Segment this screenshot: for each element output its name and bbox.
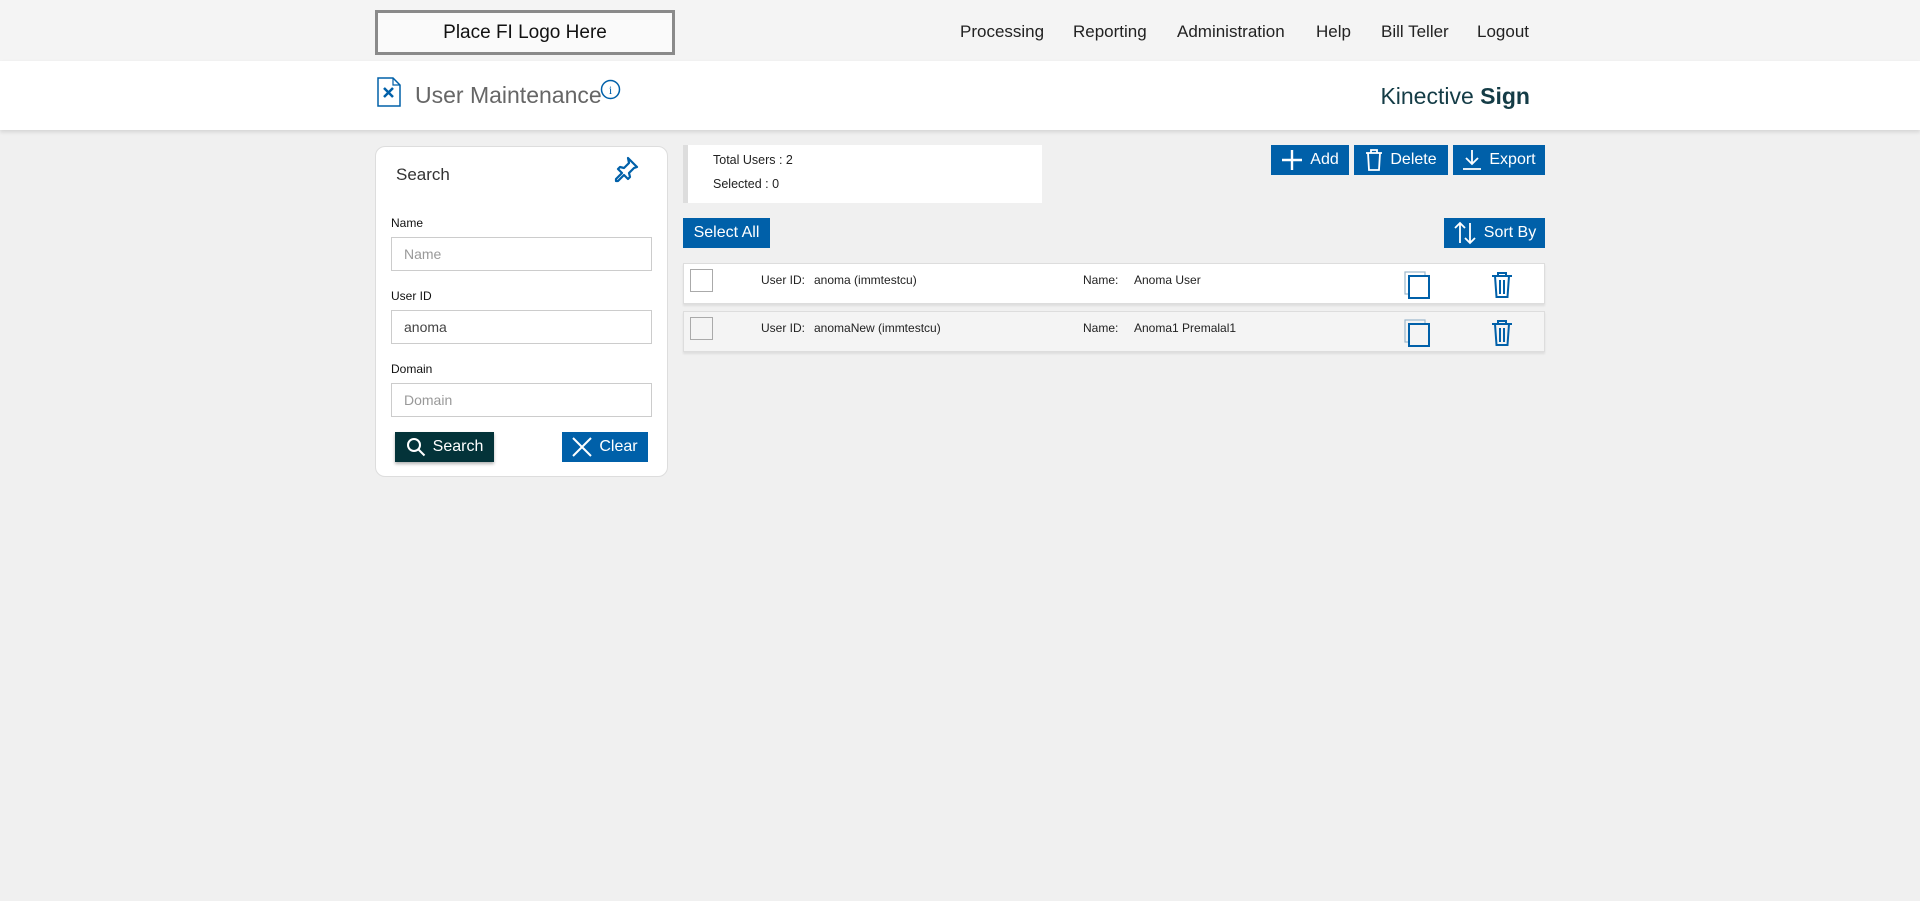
search-panel: Search Name User ID Domain Search Clear — [375, 146, 668, 477]
user-row[interactable]: User ID: anomaNew (immtestcu) Name: Anom… — [683, 311, 1545, 352]
user-row[interactable]: User ID: anoma (immtestcu) Name: Anoma U… — [683, 263, 1545, 304]
download-icon — [1463, 150, 1482, 170]
name-label: Name: — [1083, 321, 1119, 335]
sort-by-button[interactable]: Sort By — [1444, 218, 1545, 248]
trash-icon[interactable] — [1490, 271, 1514, 299]
name-value: Anoma1 Premalal1 — [1134, 321, 1237, 335]
clear-button[interactable]: Clear — [562, 432, 648, 462]
logo-placeholder: Place FI Logo Here — [375, 10, 675, 55]
delete-button[interactable]: Delete — [1354, 145, 1448, 175]
pin-icon[interactable] — [612, 155, 640, 183]
nav-reporting[interactable]: Reporting — [1073, 22, 1147, 41]
search-icon — [406, 438, 425, 457]
nav-help[interactable]: Help — [1316, 22, 1351, 41]
page-header — [0, 61, 1920, 130]
add-button[interactable]: Add — [1271, 145, 1349, 175]
svg-text:i: i — [609, 83, 613, 97]
user-id-value: anoma (immtestcu) — [814, 273, 917, 287]
plus-icon — [1282, 150, 1303, 170]
user-summary: Total Users : 2 Selected : 0 — [683, 145, 1042, 203]
brand-logo: Kinective Sign — [1380, 83, 1530, 109]
close-icon — [572, 437, 593, 457]
top-bar — [0, 0, 1920, 61]
trash-icon — [1366, 149, 1383, 171]
nav-logout[interactable]: Logout — [1477, 22, 1529, 41]
row-checkbox[interactable] — [690, 269, 713, 292]
name-input[interactable] — [391, 237, 652, 271]
copy-icon[interactable] — [1404, 319, 1432, 347]
user-id-value: anomaNew (immtestcu) — [814, 321, 941, 335]
user-id-input[interactable] — [391, 310, 652, 344]
info-icon[interactable]: i — [600, 79, 621, 100]
name-label: Name: — [1083, 273, 1119, 287]
nav-processing[interactable]: Processing — [960, 22, 1045, 41]
copy-icon[interactable] — [1404, 271, 1432, 299]
user-id-label: User ID — [391, 289, 432, 303]
trash-icon[interactable] — [1490, 319, 1514, 347]
export-button[interactable]: Export — [1453, 145, 1545, 175]
search-panel-title: Search — [396, 165, 450, 184]
select-all-button[interactable]: Select All — [683, 218, 770, 248]
name-label: Name — [391, 216, 424, 230]
domain-input[interactable] — [391, 383, 652, 417]
user-maintenance-icon — [377, 77, 401, 107]
user-id-label: User ID: — [761, 321, 806, 335]
search-button[interactable]: Search — [395, 432, 494, 462]
name-value: Anoma User — [1134, 273, 1201, 287]
nav-user[interactable]: Bill Teller — [1381, 22, 1449, 41]
selected-count: Selected : 0 — [713, 177, 780, 191]
domain-label: Domain — [391, 362, 433, 376]
page-title: User Maintenance — [415, 82, 602, 108]
total-users: Total Users : 2 — [713, 153, 793, 167]
nav-administration[interactable]: Administration — [1177, 22, 1285, 41]
sort-icon — [1454, 221, 1476, 245]
row-checkbox[interactable] — [690, 317, 713, 340]
user-id-label: User ID: — [761, 273, 806, 287]
